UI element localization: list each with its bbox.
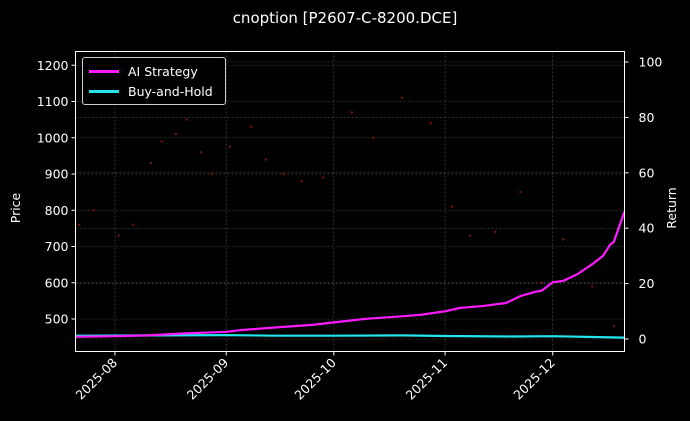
price-axis: 500 600 700 800 900 1000 1100 1200 <box>37 58 76 327</box>
svg-text:100: 100 <box>639 55 663 70</box>
svg-text:1200: 1200 <box>37 58 69 73</box>
svg-text:40: 40 <box>639 221 655 236</box>
svg-text:60: 60 <box>639 165 655 180</box>
return-lines <box>75 211 626 339</box>
svg-text:1000: 1000 <box>37 130 69 145</box>
return-axis: 0 20 40 60 80 100 <box>624 55 663 347</box>
svg-text:600: 600 <box>45 275 69 290</box>
price-scatter <box>77 96 615 328</box>
date-axis: 2025-08 2025-09 2025-10 2025-11 2025-12 <box>73 351 558 403</box>
svg-text:700: 700 <box>45 239 69 254</box>
legend-label: Buy-and-Hold <box>128 83 213 99</box>
svg-text:900: 900 <box>45 167 69 182</box>
svg-text:2025-09: 2025-09 <box>184 355 232 403</box>
y2-axis-label: Return <box>664 187 679 228</box>
buy-and-hold-swatch-icon <box>89 89 119 93</box>
svg-text:2025-08: 2025-08 <box>73 355 121 403</box>
axes-frame <box>75 51 625 352</box>
svg-text:0: 0 <box>639 332 647 347</box>
svg-text:2025-10: 2025-10 <box>291 355 339 403</box>
legend-item-ai-strategy: AI Strategy <box>89 62 198 80</box>
grid-lines <box>75 51 625 352</box>
svg-text:500: 500 <box>45 312 69 327</box>
chart-title: cnoption [P2607-C-8200.DCE] <box>232 9 458 27</box>
svg-text:2025-12: 2025-12 <box>510 355 558 403</box>
svg-text:1100: 1100 <box>37 94 69 109</box>
svg-text:20: 20 <box>639 276 655 291</box>
legend-item-buy-and-hold: Buy-and-Hold <box>89 82 213 100</box>
svg-text:800: 800 <box>45 203 69 218</box>
svg-text:2025-11: 2025-11 <box>403 355 451 403</box>
legend-label: AI Strategy <box>128 63 198 79</box>
y-axis-label: Price <box>8 192 23 223</box>
ai-strategy-swatch-icon <box>89 69 119 73</box>
svg-text:80: 80 <box>639 110 655 125</box>
legend: AI Strategy Buy-and-Hold <box>82 57 226 105</box>
